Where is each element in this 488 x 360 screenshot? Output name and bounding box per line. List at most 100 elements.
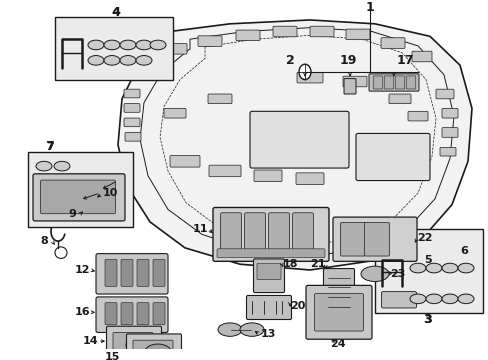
Ellipse shape [409, 294, 425, 303]
FancyBboxPatch shape [435, 89, 453, 99]
Ellipse shape [150, 40, 165, 50]
FancyBboxPatch shape [272, 26, 296, 37]
FancyBboxPatch shape [268, 213, 289, 254]
Ellipse shape [36, 161, 52, 171]
FancyBboxPatch shape [314, 293, 363, 331]
FancyBboxPatch shape [106, 326, 161, 360]
FancyBboxPatch shape [388, 94, 410, 104]
Text: 12: 12 [74, 265, 90, 275]
FancyBboxPatch shape [126, 334, 181, 360]
FancyBboxPatch shape [153, 260, 164, 286]
Text: 20: 20 [290, 301, 305, 311]
Ellipse shape [457, 263, 473, 273]
FancyBboxPatch shape [133, 340, 173, 360]
FancyBboxPatch shape [170, 156, 200, 167]
Ellipse shape [104, 55, 120, 65]
FancyBboxPatch shape [246, 296, 291, 320]
Ellipse shape [360, 266, 388, 282]
FancyBboxPatch shape [121, 303, 133, 325]
FancyBboxPatch shape [208, 165, 241, 177]
Ellipse shape [145, 344, 171, 359]
FancyBboxPatch shape [96, 254, 168, 294]
Text: 3: 3 [423, 315, 431, 325]
FancyBboxPatch shape [55, 17, 173, 80]
Ellipse shape [136, 55, 152, 65]
FancyBboxPatch shape [343, 78, 355, 94]
Text: 7: 7 [45, 140, 54, 153]
Ellipse shape [104, 40, 120, 50]
Ellipse shape [425, 294, 441, 303]
FancyBboxPatch shape [381, 292, 416, 308]
Ellipse shape [55, 247, 67, 258]
Text: 18: 18 [282, 259, 297, 269]
Text: 24: 24 [329, 339, 345, 349]
Text: 1: 1 [365, 1, 374, 14]
Ellipse shape [126, 336, 154, 354]
Ellipse shape [441, 294, 457, 303]
Text: 4: 4 [112, 7, 120, 17]
Text: 17: 17 [395, 54, 413, 67]
FancyBboxPatch shape [257, 263, 281, 280]
Text: 23: 23 [389, 269, 405, 279]
Text: 3: 3 [423, 314, 431, 327]
FancyBboxPatch shape [374, 229, 482, 313]
Text: 13: 13 [260, 329, 275, 339]
FancyBboxPatch shape [137, 303, 149, 325]
FancyBboxPatch shape [368, 74, 418, 91]
FancyBboxPatch shape [163, 44, 186, 54]
FancyBboxPatch shape [113, 333, 153, 357]
FancyBboxPatch shape [295, 173, 324, 184]
FancyBboxPatch shape [236, 30, 260, 41]
Text: 21: 21 [309, 259, 325, 269]
FancyBboxPatch shape [207, 94, 231, 104]
Text: 15: 15 [104, 351, 120, 360]
Text: 4: 4 [111, 6, 120, 19]
FancyBboxPatch shape [96, 297, 168, 333]
Text: 19: 19 [339, 54, 356, 67]
FancyBboxPatch shape [406, 76, 415, 89]
FancyBboxPatch shape [244, 213, 265, 254]
FancyBboxPatch shape [323, 269, 354, 318]
FancyBboxPatch shape [292, 213, 313, 254]
FancyBboxPatch shape [253, 170, 282, 181]
FancyBboxPatch shape [346, 29, 369, 40]
Text: 2: 2 [285, 54, 294, 67]
FancyBboxPatch shape [441, 108, 457, 118]
FancyBboxPatch shape [332, 217, 416, 261]
FancyBboxPatch shape [124, 89, 140, 98]
FancyBboxPatch shape [394, 76, 404, 89]
Ellipse shape [298, 64, 310, 80]
FancyBboxPatch shape [253, 259, 284, 293]
Ellipse shape [409, 263, 425, 273]
FancyBboxPatch shape [355, 134, 429, 181]
Text: 6: 6 [459, 246, 467, 256]
FancyBboxPatch shape [380, 38, 404, 48]
Ellipse shape [88, 40, 104, 50]
FancyBboxPatch shape [137, 260, 149, 286]
Ellipse shape [425, 263, 441, 273]
Text: 22: 22 [416, 233, 432, 243]
Ellipse shape [120, 40, 136, 50]
Ellipse shape [240, 323, 264, 336]
FancyBboxPatch shape [121, 260, 133, 286]
Polygon shape [118, 20, 471, 270]
FancyBboxPatch shape [411, 51, 431, 62]
Text: 16: 16 [74, 307, 90, 317]
Ellipse shape [136, 40, 152, 50]
FancyBboxPatch shape [296, 72, 323, 83]
FancyBboxPatch shape [124, 118, 140, 127]
FancyBboxPatch shape [33, 174, 125, 221]
FancyBboxPatch shape [213, 207, 328, 261]
FancyBboxPatch shape [163, 108, 185, 118]
FancyBboxPatch shape [220, 213, 241, 254]
Text: 10: 10 [102, 188, 118, 198]
Ellipse shape [120, 55, 136, 65]
FancyBboxPatch shape [249, 111, 348, 168]
FancyBboxPatch shape [105, 260, 117, 286]
Text: 14: 14 [82, 336, 98, 346]
Ellipse shape [441, 263, 457, 273]
FancyBboxPatch shape [340, 222, 365, 256]
Text: 7: 7 [46, 142, 54, 152]
Text: 9: 9 [68, 209, 76, 219]
Ellipse shape [88, 55, 104, 65]
